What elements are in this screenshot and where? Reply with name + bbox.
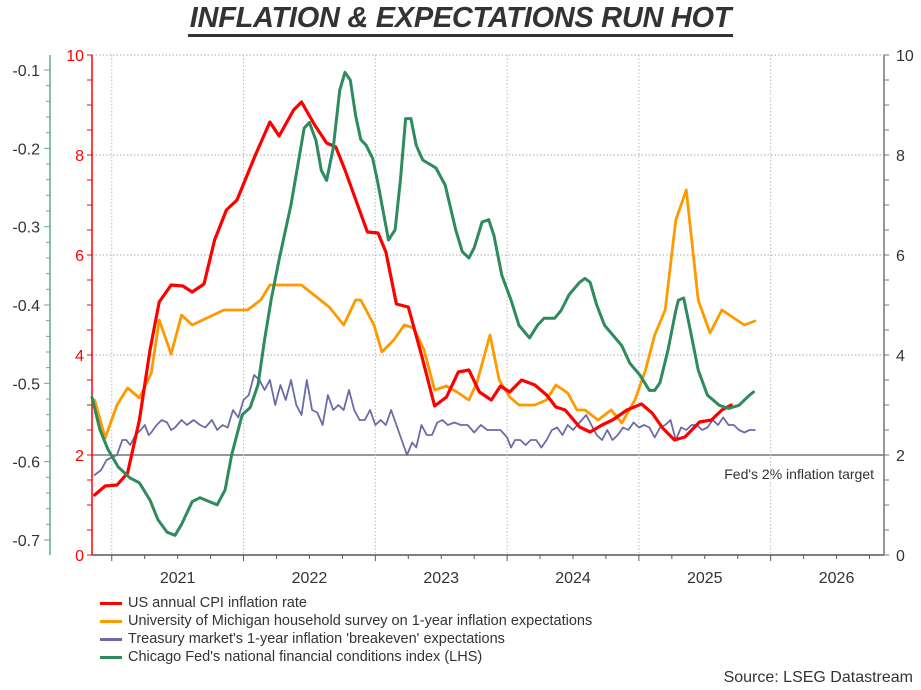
x-tick-label: 2023 [423, 570, 459, 587]
gridlines [92, 54, 884, 555]
right-axis-label: 8 [896, 148, 905, 165]
red-axis-label: 10 [66, 48, 84, 65]
fed-target-annotation: Fed's 2% inflation target [724, 466, 874, 482]
legend-swatch-nfci [100, 655, 122, 659]
x-tick-label: 2024 [555, 570, 591, 587]
right-axis-label: 10 [896, 48, 914, 65]
legend-label: US annual CPI inflation rate [128, 595, 307, 611]
legend-label: Chicago Fed's national financial conditi… [128, 649, 483, 665]
left-axis-label: -0.7 [12, 533, 40, 550]
chart-title-text: INFLATION & EXPECTATIONS RUN HOT [187, 2, 734, 37]
series-umich-line [93, 188, 757, 440]
x-tick-label: 2022 [292, 570, 328, 587]
legend-item: University of Michigan household survey … [100, 612, 592, 630]
x-tick-label: 2025 [687, 570, 723, 587]
axis-labels: 2021 2022 2023 2024 2025 2026 0 2 4 6 8 10 -0.1 -0.2 -… [12, 48, 913, 587]
legend-label: Treasury market's 1-year inflation 'brea… [128, 631, 505, 647]
legend-item: Chicago Fed's national financial conditi… [100, 648, 592, 666]
right-axis-label: 6 [896, 248, 905, 265]
series-nfci-line [90, 70, 755, 537]
source-note: Source: LSEG Datastream [723, 669, 913, 686]
series-lines [90, 70, 757, 537]
axes [44, 54, 889, 561]
chart-title: INFLATION & EXPECTATIONS RUN HOT [0, 2, 921, 37]
red-axis-label: 6 [75, 248, 84, 265]
red-axis-label: 0 [75, 548, 84, 565]
legend-swatch-umich [100, 619, 122, 623]
series-cpi-line [93, 100, 733, 497]
left-axis-label: -0.5 [12, 376, 40, 393]
red-axis-label: 8 [75, 148, 84, 165]
left-axis-label: -0.6 [12, 455, 40, 472]
legend-swatch-cpi [100, 601, 122, 605]
legend-label: University of Michigan household survey … [128, 613, 593, 629]
legend-swatch-breakeven [100, 637, 122, 641]
right-axis-label: 2 [896, 448, 905, 465]
red-axis-label: 2 [75, 448, 84, 465]
left-axis-label: -0.4 [12, 298, 40, 315]
right-axis-label: 0 [896, 548, 905, 565]
left-axis-label: -0.3 [12, 220, 40, 237]
left-axis-label: -0.2 [12, 141, 40, 158]
series-breakeven-line [93, 374, 756, 476]
left-axis-label: -0.1 [12, 63, 40, 80]
legend-item: Treasury market's 1-year inflation 'brea… [100, 630, 592, 648]
legend-item: US annual CPI inflation rate [100, 594, 592, 612]
right-axis-label: 4 [896, 348, 905, 365]
red-axis-label: 4 [75, 348, 84, 365]
x-tick-label: 2026 [819, 570, 855, 587]
legend: US annual CPI inflation rate University … [100, 594, 592, 666]
x-tick-label: 2021 [160, 570, 196, 587]
